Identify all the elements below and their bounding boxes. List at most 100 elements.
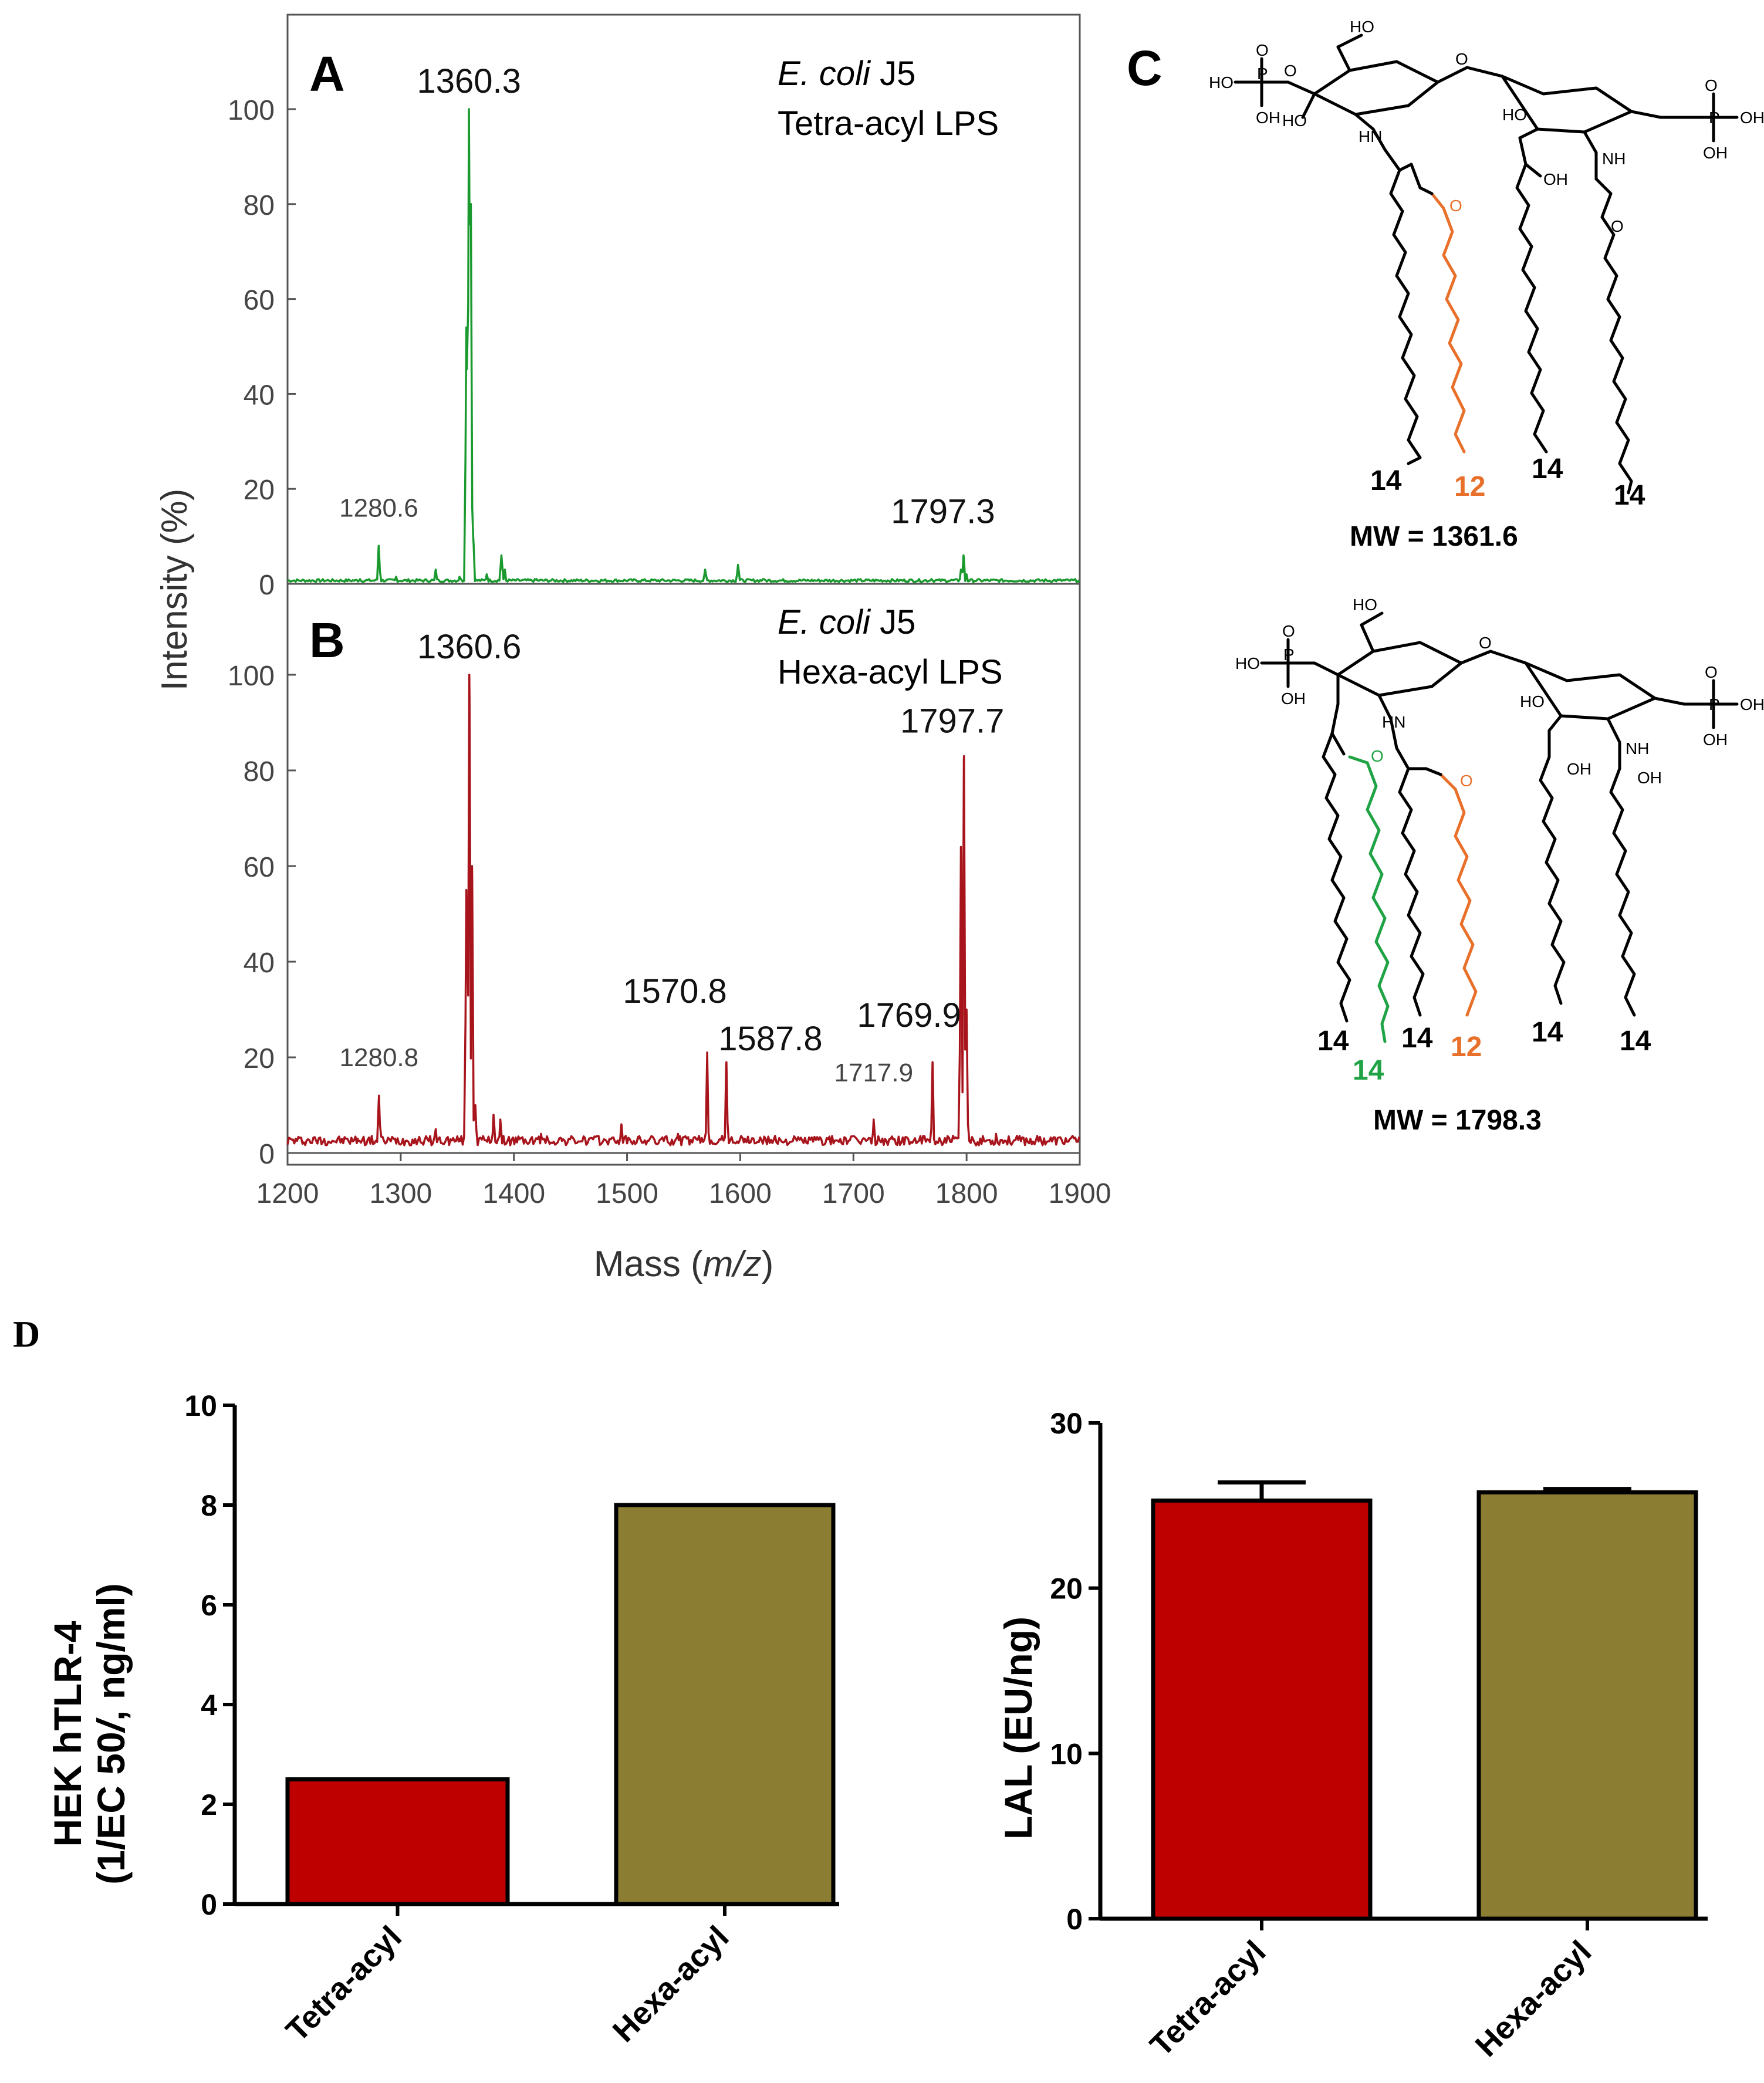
svg-text:O: O xyxy=(1449,197,1462,215)
y-tick-label: 100 xyxy=(228,95,275,126)
peak-label: 1769.9 xyxy=(857,996,961,1034)
tetra-atom-labels: HO O P OH O HO HO HN O HO NH O P OH OH O… xyxy=(1209,18,1764,235)
svg-text:NH: NH xyxy=(1626,739,1649,758)
svg-text:OH: OH xyxy=(1740,109,1764,127)
sugar-ring-left xyxy=(1313,60,1439,116)
svg-text:HO: HO xyxy=(1520,692,1545,711)
hexa-chain-label-5: 14 xyxy=(1532,1017,1563,1048)
spectrum-b-peak-labels: 1360.6 1280.8 1570.8 1587.8 1717.9 1769.9 1797… xyxy=(340,628,1005,1087)
svg-text:OH: OH xyxy=(1256,109,1280,127)
tetra-chain-label-4: 14 xyxy=(1614,480,1645,511)
y-tick-label: 60 xyxy=(244,852,275,883)
peak-label: 1717.9 xyxy=(834,1059,914,1087)
panel-a-strain-rest: J5 xyxy=(870,55,915,93)
y-tick-label: 100 xyxy=(228,661,275,692)
hexa-chain-3 xyxy=(1395,746,1425,1017)
svg-text:O: O xyxy=(1284,62,1297,80)
peak-label: 1797.3 xyxy=(891,492,995,530)
spectrum-a-peak-labels: 1360.3 1280.6 1797.3 xyxy=(339,62,995,530)
y-tick-label: 20 xyxy=(244,1043,275,1074)
y-tick-label: 80 xyxy=(244,756,275,787)
y-tick-label: 10 xyxy=(1050,1737,1083,1770)
y-tick-label: 40 xyxy=(244,380,275,411)
x-tick-label: 1300 xyxy=(369,1178,432,1209)
x-tick-label: 1200 xyxy=(256,1178,319,1209)
hexa-sugar-ring-left xyxy=(1336,641,1463,697)
tetra-chain-labels: 14 12 14 14 xyxy=(1370,454,1645,511)
peak-label: 1280.8 xyxy=(340,1043,419,1072)
phosphate-left xyxy=(1234,57,1316,107)
hexa-acyl-structure xyxy=(1260,611,1739,1043)
chain-3 xyxy=(1515,163,1548,454)
x-tick-label: 1700 xyxy=(822,1178,885,1209)
x-tick-label: 1600 xyxy=(709,1178,772,1209)
svg-text:P: P xyxy=(1283,645,1295,664)
hexa-chain-labels: 14 14 14 12 14 14 xyxy=(1317,1017,1651,1086)
category-label: Hexa-acyl xyxy=(606,1919,736,2049)
category-label: Tetra-acyl xyxy=(279,1919,408,2048)
y-tick-label: 8 xyxy=(201,1489,217,1522)
spectrum-b-axes: 0 20 40 60 80 100 1200 1300 1400 1500 1600 1700 1800… xyxy=(228,661,1111,1209)
hexa-atom-labels: HO O P OH HO HN O HO NH O P OH OH OH OH … xyxy=(1235,596,1764,790)
hexa-chain-label-4-orange: 12 xyxy=(1451,1032,1482,1063)
spectrum-a-axes: 0 20 40 60 80 100 xyxy=(228,95,1080,601)
hexa-chain-4-orange xyxy=(1454,787,1478,1017)
tetra-chain-label-3: 14 xyxy=(1532,454,1563,485)
peak-label: 1797.7 xyxy=(900,702,1004,740)
tetra-mw: MW = 1361.6 xyxy=(1350,521,1518,552)
hexa-chain-2-green xyxy=(1366,761,1390,1043)
structures-panel: C xyxy=(1127,18,1764,1136)
y-tick-label: 20 xyxy=(244,475,275,506)
svg-text:NH: NH xyxy=(1602,150,1626,168)
hexa-chain-label-6: 14 xyxy=(1620,1026,1651,1057)
svg-text:OH: OH xyxy=(1703,731,1728,749)
svg-text:OH: OH xyxy=(1703,144,1728,162)
tetra-chain-label-1: 14 xyxy=(1370,465,1402,496)
svg-text:HO: HO xyxy=(1502,106,1527,124)
hexa-chain-label-2: 14 xyxy=(1401,1023,1433,1054)
svg-text:HN: HN xyxy=(1359,127,1382,146)
x-tick-label: 1900 xyxy=(1049,1178,1111,1209)
bar-left-y-title: HEK hTLR-4 xyxy=(46,1621,89,1847)
bar-right-y-title: LAL (EU/ng) xyxy=(996,1617,1040,1839)
svg-text:OH: OH xyxy=(1281,689,1306,708)
panel-b-strain: E. coli J5 xyxy=(778,603,915,641)
hexa-chain-label-1: 14 xyxy=(1317,1026,1349,1057)
panel-b-subtitle: Hexa-acyl LPS xyxy=(778,653,1003,691)
svg-text:O: O xyxy=(1460,772,1473,790)
bar-hexa-acyl xyxy=(614,1503,836,1906)
panel-a-strain-italic: E. coli xyxy=(778,55,871,93)
svg-text:HO: HO xyxy=(1209,73,1234,92)
spectrum-a-trace xyxy=(287,108,1080,583)
y-tick-label: 30 xyxy=(1050,1407,1083,1440)
svg-text:O: O xyxy=(1705,76,1718,94)
svg-text:OH: OH xyxy=(1740,695,1764,714)
panel-b-strain-italic: E. coli xyxy=(778,603,871,641)
spectra-frame xyxy=(286,13,1081,1166)
svg-text:O: O xyxy=(1371,747,1384,765)
svg-text:O: O xyxy=(1455,50,1468,68)
bar-hexa-acyl xyxy=(1476,1490,1698,1921)
peak-label: 1570.8 xyxy=(623,972,726,1010)
svg-text:O: O xyxy=(1705,663,1718,681)
y-tick-label: 6 xyxy=(201,1589,217,1622)
y-tick-label: 0 xyxy=(259,570,275,601)
y-tick-label: 20 xyxy=(1050,1573,1083,1605)
y-tick-label: 2 xyxy=(201,1788,217,1821)
peak-label: 1360.6 xyxy=(417,628,521,666)
hexa-chain-6 xyxy=(1609,767,1636,1017)
panel-label-a: A xyxy=(309,46,345,102)
bar-left-y-title-2: (1/EC 50/, ng/ml) xyxy=(89,1583,133,1884)
svg-text:O: O xyxy=(1611,217,1624,235)
svg-text:O: O xyxy=(1479,634,1492,652)
panel-b-strain-rest: J5 xyxy=(870,603,915,641)
bar-tetra-acyl xyxy=(285,1777,510,1906)
svg-text:OH: OH xyxy=(1637,769,1662,787)
y-tick-label: 0 xyxy=(1066,1903,1083,1936)
y-tick-label: 80 xyxy=(244,190,275,221)
panel-label-d: D xyxy=(13,1313,40,1355)
spectrum-b-trace xyxy=(286,674,1080,1147)
tetra-chain-label-2: 12 xyxy=(1454,471,1485,502)
x-tick-label: 1800 xyxy=(935,1178,998,1209)
